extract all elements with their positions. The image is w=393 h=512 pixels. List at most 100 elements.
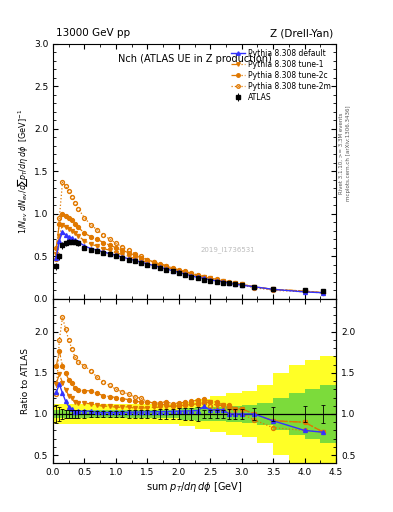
Pythia 8.308 tune-2m <box>107 236 112 242</box>
Pythia 8.308 tune-2m <box>183 269 187 275</box>
Pythia 8.308 tune-2m <box>54 255 59 262</box>
Pythia 8.308 tune-2m <box>101 232 106 238</box>
Pythia 8.308 default <box>139 259 143 265</box>
Pythia 8.308 tune-2m <box>239 282 244 288</box>
Pythia 8.308 tune-2m <box>208 276 213 282</box>
Pythia 8.308 tune-2m <box>145 257 150 263</box>
Line: Pythia 8.308 tune-2m: Pythia 8.308 tune-2m <box>54 180 325 295</box>
Pythia 8.308 tune-2c <box>164 263 169 269</box>
Pythia 8.308 tune-1 <box>302 288 307 294</box>
Pythia 8.308 tune-2m <box>214 278 219 284</box>
Pythia 8.308 default <box>233 281 238 287</box>
Pythia 8.308 tune-2c <box>170 265 175 271</box>
Pythia 8.308 tune-2m <box>151 259 156 265</box>
Pythia 8.308 tune-1 <box>202 274 206 281</box>
Pythia 8.308 tune-1 <box>76 232 81 239</box>
Pythia 8.308 tune-2c <box>183 268 187 274</box>
Text: Rivet 3.1.10, >= 3.3M events: Rivet 3.1.10, >= 3.3M events <box>339 113 344 194</box>
Pythia 8.308 tune-1 <box>220 278 225 284</box>
Pythia 8.308 default <box>101 249 106 255</box>
Pythia 8.308 tune-2m <box>76 205 81 211</box>
Pythia 8.308 tune-2m <box>66 187 71 194</box>
Pythia 8.308 default <box>220 279 225 285</box>
Pythia 8.308 tune-1 <box>54 251 59 258</box>
Pythia 8.308 tune-1 <box>70 228 74 234</box>
Pythia 8.308 tune-2m <box>126 247 131 253</box>
Pythia 8.308 tune-2m <box>114 240 118 246</box>
Pythia 8.308 default <box>302 289 307 295</box>
Pythia 8.308 tune-1 <box>107 247 112 253</box>
Pythia 8.308 tune-2m <box>233 281 238 287</box>
Pythia 8.308 tune-2m <box>227 281 231 287</box>
Pythia 8.308 tune-1 <box>57 232 62 239</box>
Pythia 8.308 tune-2m <box>70 194 74 200</box>
Pythia 8.308 default <box>176 269 181 275</box>
Pythia 8.308 default <box>183 271 187 277</box>
Pythia 8.308 default <box>189 273 194 279</box>
Pythia 8.308 tune-2c <box>76 224 81 230</box>
Pythia 8.308 tune-2c <box>202 273 206 280</box>
Pythia 8.308 default <box>195 274 200 281</box>
Pythia 8.308 tune-1 <box>88 241 93 247</box>
Pythia 8.308 tune-2c <box>208 275 213 282</box>
Pythia 8.308 tune-2c <box>107 242 112 248</box>
Pythia 8.308 tune-2c <box>271 286 275 292</box>
Pythia 8.308 tune-2m <box>120 244 125 250</box>
Pythia 8.308 tune-2c <box>95 236 99 242</box>
Pythia 8.308 default <box>164 266 169 272</box>
Pythia 8.308 default <box>82 243 87 249</box>
Pythia 8.308 default <box>126 255 131 262</box>
Pythia 8.308 tune-2m <box>63 183 68 189</box>
Pythia 8.308 tune-2c <box>73 221 77 227</box>
Pythia 8.308 tune-2m <box>271 287 275 293</box>
Pythia 8.308 default <box>70 235 74 241</box>
Y-axis label: Ratio to ATLAS: Ratio to ATLAS <box>21 348 29 414</box>
Pythia 8.308 tune-2m <box>302 289 307 295</box>
Pythia 8.308 tune-2m <box>82 215 87 221</box>
Pythia 8.308 tune-2c <box>101 240 106 246</box>
Y-axis label: $1/N_{ev}\ dN_{ev}/d\!\sum\! p_T/d\eta\,d\phi$  [GeV]$^{-1}$: $1/N_{ev}\ dN_{ev}/d\!\sum\! p_T/d\eta\,… <box>16 109 29 234</box>
Pythia 8.308 tune-1 <box>189 271 194 277</box>
Pythia 8.308 tune-2c <box>126 250 131 256</box>
Pythia 8.308 tune-1 <box>271 286 275 292</box>
Pythia 8.308 tune-1 <box>82 238 87 244</box>
Pythia 8.308 tune-2c <box>302 288 307 294</box>
Pythia 8.308 tune-2c <box>189 270 194 276</box>
Text: 13000 GeV pp: 13000 GeV pp <box>56 29 130 38</box>
Pythia 8.308 tune-2m <box>73 200 77 206</box>
Pythia 8.308 default <box>214 278 219 284</box>
Pythia 8.308 tune-1 <box>170 266 175 272</box>
Pythia 8.308 tune-1 <box>321 290 326 296</box>
Pythia 8.308 default <box>321 290 326 296</box>
Pythia 8.308 tune-2c <box>82 230 87 237</box>
Pythia 8.308 default <box>76 239 81 245</box>
Pythia 8.308 tune-2m <box>170 266 175 272</box>
Pythia 8.308 tune-1 <box>60 222 65 228</box>
Pythia 8.308 tune-1 <box>132 255 137 262</box>
Pythia 8.308 tune-1 <box>183 269 187 275</box>
Pythia 8.308 tune-2c <box>227 279 231 285</box>
Pythia 8.308 tune-2m <box>176 268 181 274</box>
Pythia 8.308 default <box>114 252 118 259</box>
Pythia 8.308 tune-1 <box>151 261 156 267</box>
Pythia 8.308 tune-1 <box>233 281 238 287</box>
Pythia 8.308 tune-2c <box>114 245 118 251</box>
Pythia 8.308 tune-1 <box>114 250 118 256</box>
Pythia 8.308 tune-1 <box>227 280 231 286</box>
Pythia 8.308 default <box>227 281 231 287</box>
Pythia 8.308 tune-2c <box>214 276 219 282</box>
Pythia 8.308 tune-2c <box>158 261 162 267</box>
Pythia 8.308 default <box>158 264 162 270</box>
Pythia 8.308 tune-2m <box>60 179 65 185</box>
Pythia 8.308 tune-2m <box>321 290 326 296</box>
Pythia 8.308 tune-2c <box>63 213 68 219</box>
Pythia 8.308 tune-1 <box>145 259 150 265</box>
Pythia 8.308 tune-2m <box>164 263 169 269</box>
Pythia 8.308 tune-2c <box>70 218 74 224</box>
X-axis label: sum $p_T/d\eta\,d\phi$ [GeV]: sum $p_T/d\eta\,d\phi$ [GeV] <box>146 480 243 494</box>
Pythia 8.308 tune-2c <box>145 257 150 263</box>
Pythia 8.308 default <box>54 255 59 261</box>
Pythia 8.308 tune-1 <box>120 251 125 258</box>
Pythia 8.308 tune-1 <box>195 273 200 279</box>
Pythia 8.308 default <box>252 284 257 290</box>
